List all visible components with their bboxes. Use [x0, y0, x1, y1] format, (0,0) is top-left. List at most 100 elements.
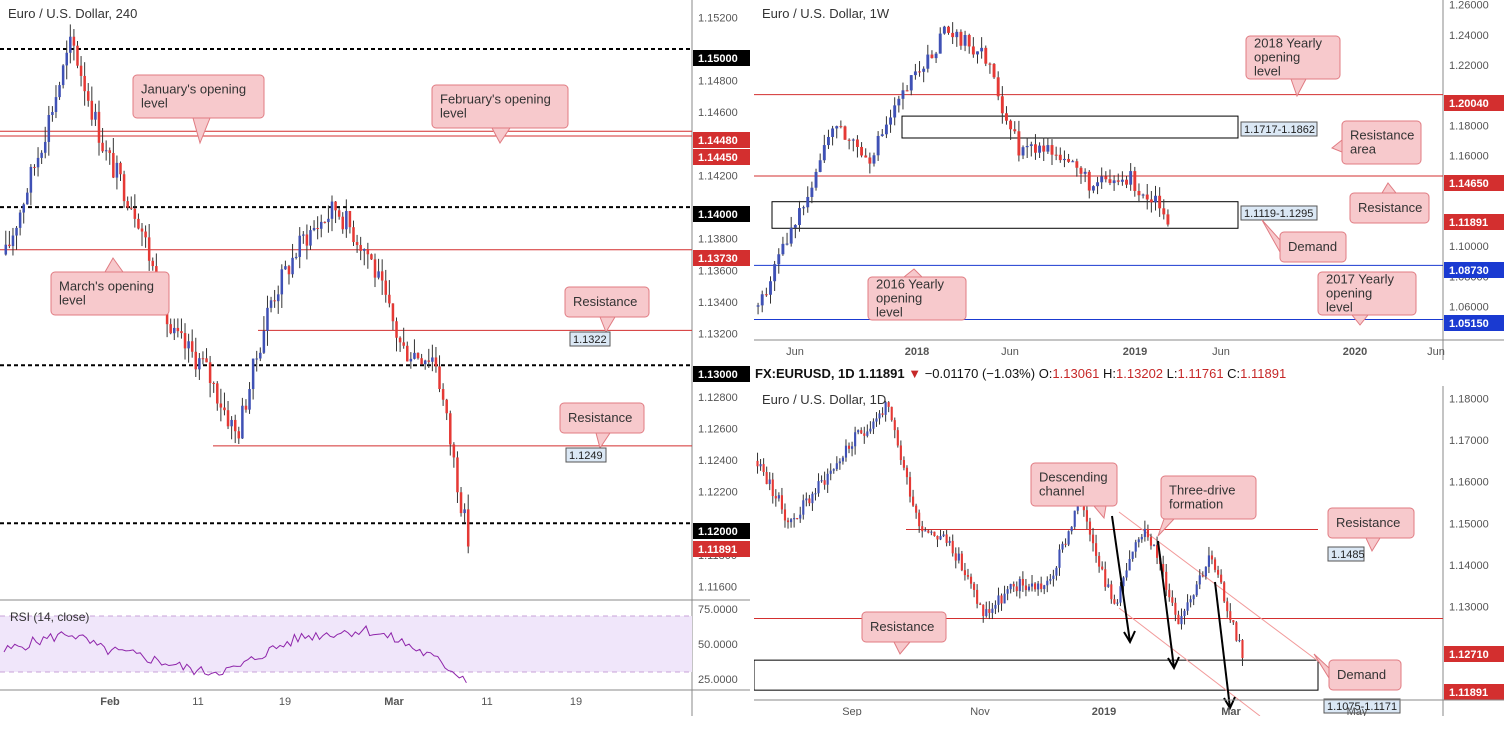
- candle-body: [1083, 171, 1087, 174]
- chart-1w-x-tick: 2020: [1343, 346, 1367, 358]
- candle-body: [373, 259, 377, 278]
- candle-body: [312, 228, 316, 231]
- candle-body: [774, 496, 777, 499]
- candle-body: [947, 26, 950, 33]
- candle-body: [760, 294, 764, 306]
- candle-body: [1100, 176, 1104, 183]
- candle-body: [777, 254, 781, 265]
- candle-body: [1017, 131, 1021, 156]
- chart-4h-callout-box: [50, 271, 170, 316]
- chart-1w-price-tag-bg: [1444, 175, 1504, 191]
- chart-panel-4h[interactable]: 1.15200 1.14800 1.14600 1.14200 1.13800 1.136…: [0, 0, 750, 716]
- chart-4h-price-tag-bg: [693, 132, 750, 148]
- candle-body: [1050, 145, 1054, 155]
- rsi-line: [3, 625, 467, 684]
- candle-body: [377, 271, 380, 278]
- candle-body: [1189, 599, 1192, 603]
- candle-body: [1195, 584, 1198, 596]
- chart-panel-1w[interactable]: 1.260001.240001.220001.180001.160001.140…: [754, 0, 1504, 360]
- chart-1d-callout-tail: [1313, 653, 1330, 680]
- candle-body: [820, 480, 823, 482]
- candle-body: [456, 457, 459, 493]
- candle-body: [201, 358, 205, 360]
- candle-body: [942, 26, 946, 34]
- candle-body: [1098, 555, 1101, 567]
- candle-body: [1046, 580, 1049, 586]
- candle-body: [773, 264, 777, 282]
- chart-1w-callout-box: [1349, 192, 1430, 224]
- candle-body: [1116, 180, 1120, 182]
- candle-body: [398, 337, 402, 343]
- chart-1d-callout-text: Descending: [1039, 470, 1108, 485]
- chart-1d-svg[interactable]: 1.18000 1.17000 1.16000 1.15000 1.14000 1.130…: [754, 386, 1504, 716]
- candle-body: [1241, 640, 1244, 659]
- chart-1d-x-tick: Sep: [842, 706, 862, 716]
- candle-body: [366, 249, 370, 255]
- chart-panel-1d[interactable]: 1.18000 1.17000 1.16000 1.15000 1.14000 1.130…: [754, 386, 1504, 716]
- candle-body: [912, 496, 915, 506]
- candle-body: [789, 227, 793, 244]
- candle-body: [829, 470, 832, 474]
- candle-body: [1110, 584, 1113, 600]
- chart-1w-x-tick: 2018: [905, 346, 929, 358]
- candle-body: [144, 231, 147, 238]
- chart-1w-callout-box: [1245, 35, 1341, 80]
- chart-4h-callout-text: Resistance: [573, 294, 637, 309]
- candle-body: [992, 63, 996, 78]
- candle-body: [905, 467, 909, 478]
- candle-body: [991, 608, 994, 613]
- candle-body: [1012, 583, 1015, 587]
- candle-body: [982, 604, 985, 616]
- chart-1w-callout-text: 2017 Yearly: [1326, 272, 1394, 287]
- candle-body: [151, 260, 155, 267]
- chart-4h-svg[interactable]: 1.15200 1.14800 1.14600 1.14200 1.13800 1.136…: [0, 0, 750, 716]
- candle-body: [1030, 583, 1034, 587]
- candle-body: [1201, 575, 1204, 577]
- candle-body: [960, 553, 963, 571]
- candle-body: [967, 35, 971, 47]
- candle-body: [112, 152, 115, 178]
- drive-arrow-head: [1223, 696, 1236, 711]
- candle-body: [878, 413, 881, 419]
- chart-4h-price-tag-text: 1.14000: [698, 209, 738, 221]
- candle-body: [963, 570, 966, 576]
- candle-body: [334, 201, 337, 211]
- candle-body: [790, 519, 793, 523]
- candle-body: [1076, 505, 1079, 511]
- chart-1w-x-tick: Jun: [1001, 346, 1019, 358]
- candle-body: [54, 97, 58, 112]
- chart-4h-callout-tail: [192, 117, 211, 145]
- candle-body: [1096, 182, 1099, 187]
- candle-body: [1054, 154, 1058, 156]
- chart-1w-price-tag-text: 1.11891: [1449, 217, 1488, 229]
- last-price: 1.11891: [858, 366, 905, 381]
- chart-1d-x-tick: May: [1347, 706, 1368, 716]
- chart-1d-level-label-box: [1323, 698, 1401, 714]
- candle-body: [889, 117, 892, 125]
- chart-1w-svg[interactable]: 1.260001.240001.220001.180001.160001.140…: [754, 0, 1504, 360]
- chart-1d-price-tag-bg: [1444, 646, 1504, 662]
- chart-1d-callout-text: Resistance: [870, 619, 934, 634]
- candle-body: [810, 187, 814, 197]
- candle-body: [115, 162, 119, 178]
- candle-body: [764, 294, 768, 296]
- candle-body: [1229, 611, 1232, 621]
- candle-body: [101, 142, 104, 152]
- candle-body: [924, 530, 927, 532]
- candle-body: [1112, 180, 1116, 184]
- candle-body: [872, 155, 876, 164]
- chart-1d-callout-tail: [1157, 518, 1176, 537]
- candle-body: [1085, 510, 1088, 522]
- chart-4h-price-tag-bg: [693, 541, 750, 557]
- candle-body: [851, 446, 854, 449]
- chart-1d-level-label: 1.1485: [1331, 549, 1365, 561]
- chart-1w-x-tick: 2019: [1123, 346, 1147, 358]
- candle-body: [1116, 602, 1119, 604]
- candle-body: [1204, 566, 1207, 577]
- open-value: 1.13061: [1052, 366, 1100, 381]
- candle-body: [1000, 595, 1003, 604]
- candle-body: [431, 357, 434, 362]
- candle-body: [1158, 195, 1162, 209]
- chart-4h-x-tick: 19: [279, 696, 291, 708]
- candle-body: [287, 266, 291, 275]
